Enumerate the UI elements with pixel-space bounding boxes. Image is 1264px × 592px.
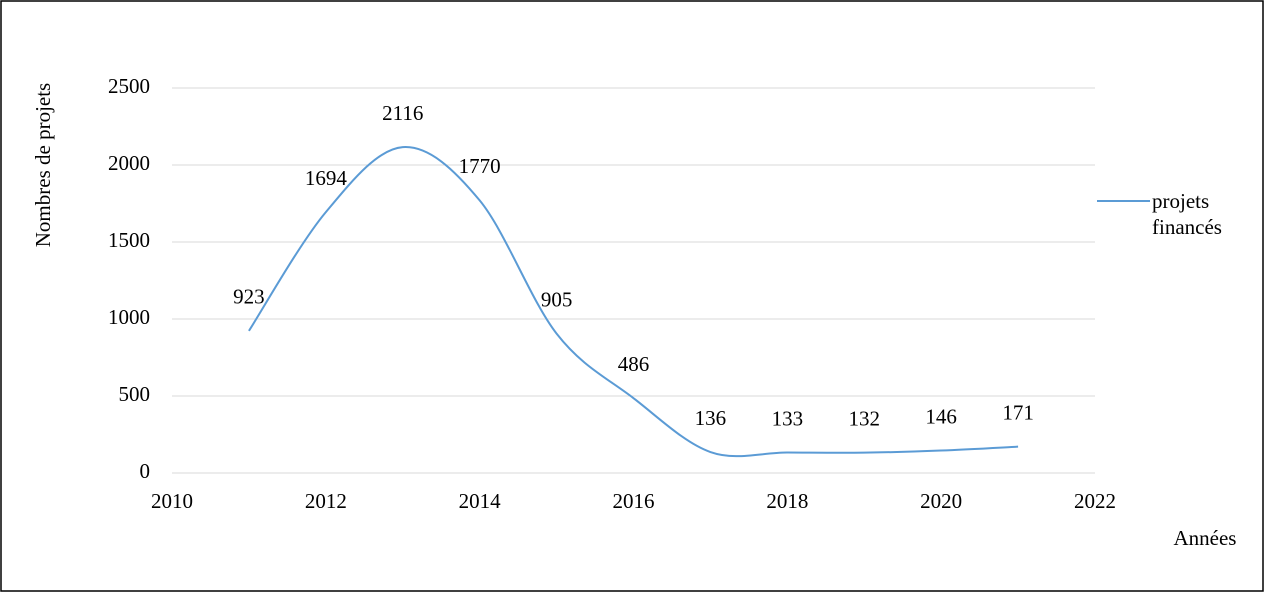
data-label: 171	[1002, 400, 1034, 424]
series-line	[248, 146, 1019, 458]
data-label: 486	[618, 352, 650, 376]
y-tick-label: 0	[140, 459, 151, 483]
data-label: 1770	[459, 154, 501, 178]
data-label: 2116	[382, 101, 423, 125]
x-axis-label: Années	[1174, 526, 1237, 550]
x-tick-label: 2012	[305, 489, 347, 513]
x-tick-label: 2010	[151, 489, 193, 513]
x-tick-label: 2016	[613, 489, 655, 513]
x-tick-label: 2014	[459, 489, 502, 513]
data-label: 923	[233, 285, 265, 309]
y-tick-label: 2500	[108, 74, 150, 98]
data-label: 133	[772, 406, 804, 430]
data-label: 146	[925, 404, 957, 428]
y-tick-label: 1000	[108, 305, 150, 329]
data-label: 1694	[305, 166, 348, 190]
x-tick-label: 2018	[766, 489, 808, 513]
x-tick-label: 2020	[920, 489, 962, 513]
y-tick-label: 2000	[108, 151, 150, 175]
x-tick-label: 2022	[1074, 489, 1116, 513]
y-axis-label: Nombres de projets	[31, 83, 55, 247]
y-tick-label: 500	[119, 382, 151, 406]
data-label: 136	[695, 406, 727, 430]
data-label: 132	[849, 406, 881, 430]
y-tick-label: 1500	[108, 228, 150, 252]
legend-label: projets financés	[1152, 189, 1222, 239]
data-label: 905	[541, 287, 573, 311]
